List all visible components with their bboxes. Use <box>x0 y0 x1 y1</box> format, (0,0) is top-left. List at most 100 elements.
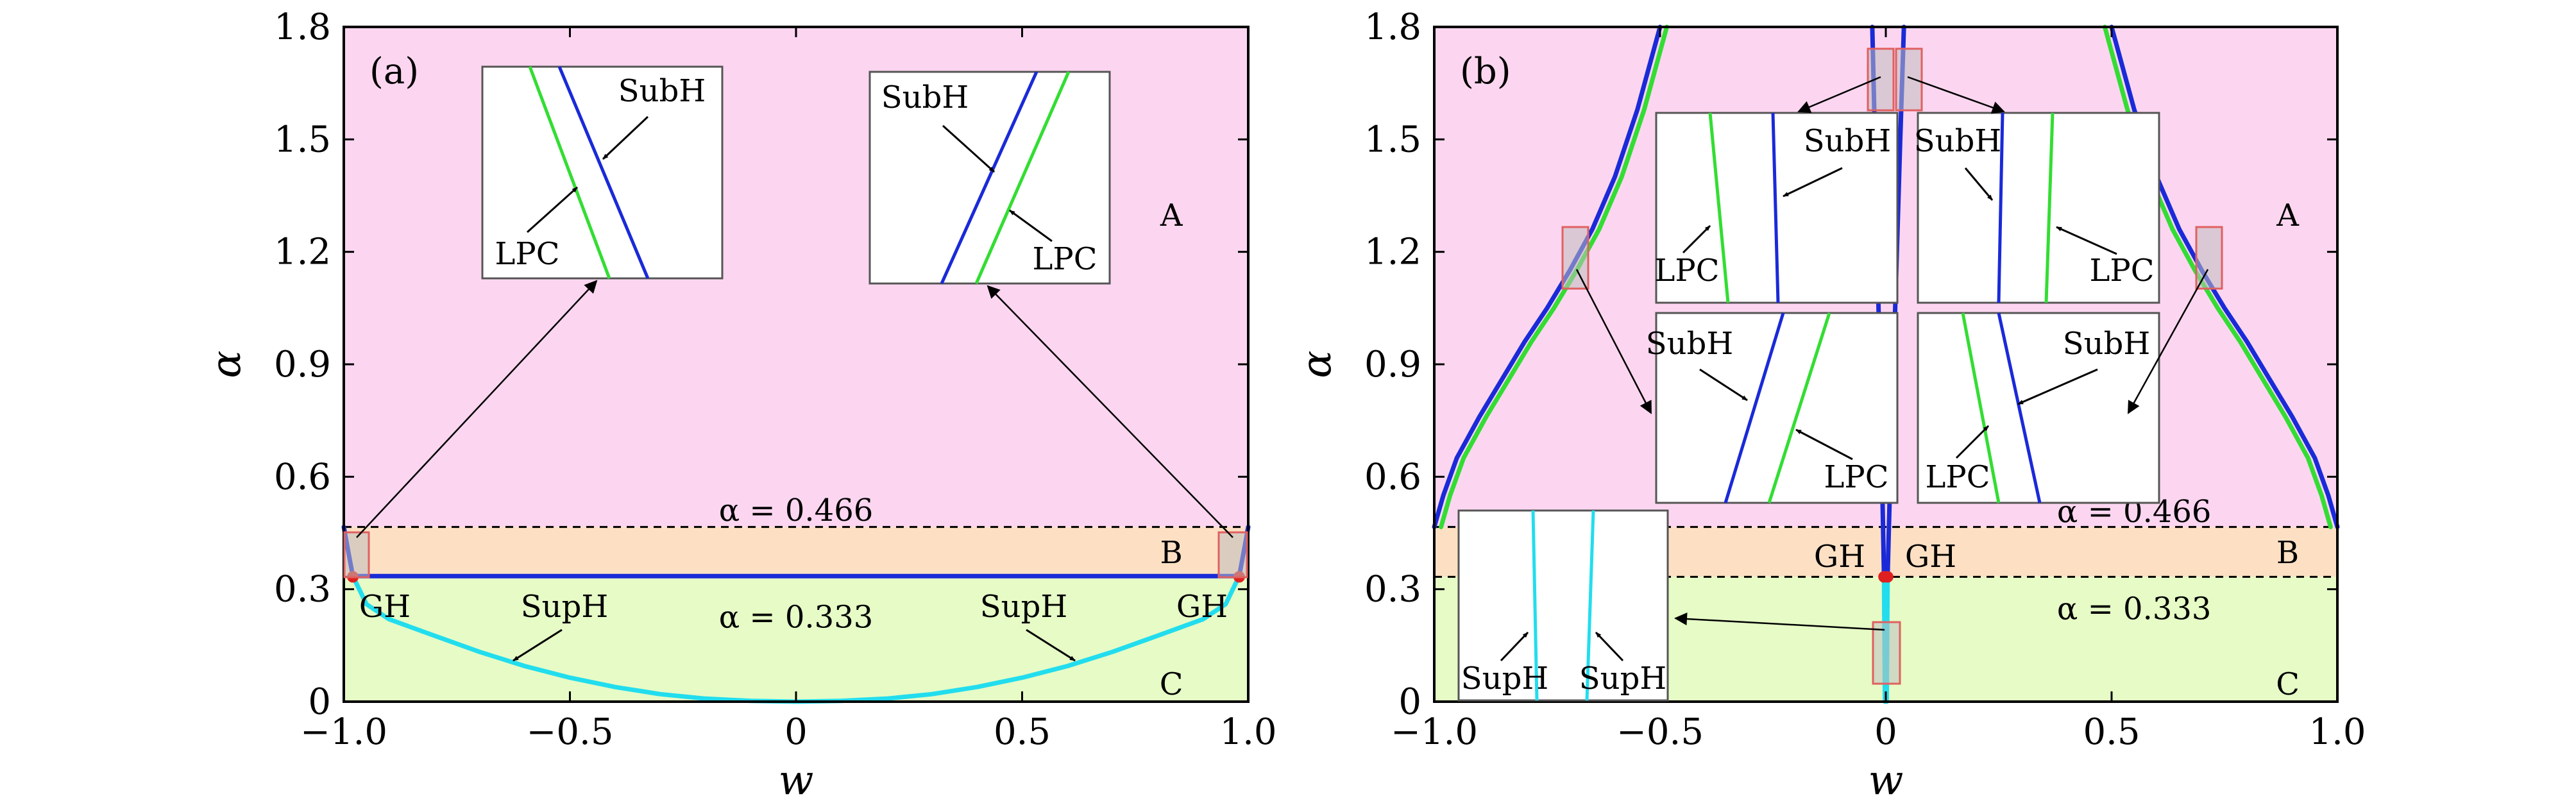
threshold-label: α = 0.333 <box>2057 591 2212 627</box>
annotation-arrow <box>1795 428 1853 461</box>
inset-suph-line <box>1531 510 1539 701</box>
x-tick-label: −1.0 <box>300 711 387 753</box>
inset-subh-line <box>1724 312 1785 503</box>
inset-label: SupH <box>1461 661 1548 697</box>
inset-lpc-line <box>2044 112 2055 303</box>
y-tick-label: 0.3 <box>1364 569 1421 611</box>
x-tick-label: 0.5 <box>2083 711 2140 753</box>
highlight-box <box>1867 47 1895 112</box>
inset-box <box>1917 312 2160 504</box>
inset-subh-line <box>1997 312 2042 503</box>
inset-suph-line <box>1585 510 1595 701</box>
y-tick-label: 0.6 <box>274 456 331 498</box>
panel-label: (b) <box>1460 51 1511 92</box>
panel-label: (a) <box>369 51 419 92</box>
inset-lpc-line <box>1961 312 2001 503</box>
x-tick-label: −1.0 <box>1391 711 1478 753</box>
inset-lpc-line <box>974 71 1071 284</box>
annotation-arrow <box>2056 226 2117 255</box>
inset-label: SubH <box>2063 326 2150 362</box>
annotation-arrow <box>1783 167 1843 198</box>
inset-lpc-line <box>1708 112 1730 303</box>
highlight-box <box>343 531 370 579</box>
annotation-arrow <box>513 629 563 662</box>
region-label-B: B <box>1160 535 1183 571</box>
inset-label: SubH <box>1804 123 1891 159</box>
annotation-arrow <box>1955 425 1990 459</box>
region-B <box>344 527 1248 577</box>
highlight-box <box>1895 47 1923 112</box>
x-axis-label: w <box>1868 757 1904 803</box>
annotation-arrow <box>942 124 996 173</box>
region-label-A: A <box>1160 198 1183 233</box>
region-C <box>344 577 1248 702</box>
region-A <box>344 27 1248 527</box>
y-tick-label: 0.9 <box>274 344 331 385</box>
x-tick-label: −0.5 <box>1616 711 1704 753</box>
y-tick-label: 0 <box>308 681 331 723</box>
annotation-arrow <box>1699 368 1748 402</box>
annotation-label: GH <box>1176 589 1228 625</box>
inset-label: SubH <box>618 73 706 109</box>
panel-b-annotations: GH GH LPC SubH SubH LPC SubH LPC SubH LPC SupH SupH <box>1457 47 2223 702</box>
annotation-arrow <box>2127 269 2209 414</box>
x-tick-label: 0 <box>1874 711 1897 753</box>
inset-subh-line <box>1997 112 2004 303</box>
region-label-C: C <box>2276 666 2300 702</box>
inset-label: LPC <box>1655 253 1720 289</box>
annotation-arrow <box>1682 224 1711 254</box>
y-tick-label: 1.5 <box>274 119 331 160</box>
inset-label: LPC <box>1033 241 1097 277</box>
x-axis-label: w <box>779 757 814 803</box>
annotation-label: SupH <box>980 589 1067 625</box>
highlight-box <box>1561 226 1589 290</box>
annotation-arrow <box>2017 368 2098 405</box>
annotation-label: GH <box>359 589 411 625</box>
x-tick-label: −0.5 <box>527 711 614 753</box>
x-tick-label: 1.0 <box>1219 711 1276 753</box>
annotation-arrow <box>1674 613 1885 631</box>
annotation-arrow <box>1964 167 1994 201</box>
inset-label: LPC <box>1926 459 1990 495</box>
gh-point <box>1881 571 1894 583</box>
y-tick-label: 0.3 <box>274 569 331 611</box>
inset-subh-line <box>1771 112 1780 303</box>
y-axis-label: α <box>1293 350 1341 378</box>
highlight-box <box>1217 531 1248 579</box>
annotation-label: GH <box>1814 539 1865 575</box>
y-tick-label: 1.8 <box>1364 6 1421 48</box>
inset-box <box>1655 312 1899 504</box>
annotation-arrow <box>1797 76 1881 114</box>
y-tick-label: 0.9 <box>1364 344 1421 385</box>
y-tick-label: 0 <box>1398 681 1421 723</box>
inset-label: LPC <box>2090 253 2155 289</box>
threshold-label: α = 0.333 <box>719 599 874 635</box>
threshold-label: α = 0.466 <box>719 493 874 528</box>
inset-label: LPC <box>1824 459 1889 495</box>
x-tick-label: 1.0 <box>2309 711 2366 753</box>
y-tick-label: 1.2 <box>274 232 331 273</box>
panel-a-annotations: GH SupH SupH GH SubH LPC SubH LPC <box>343 65 1248 662</box>
annotation-arrow <box>1500 631 1529 662</box>
x-tick-label: 0 <box>784 711 808 753</box>
chart-panel-1: −1.0 −0.5 0 0.5 1.0 0 0.3 0.6 0.9 1.2 1.5 1.8 w α (a) A… <box>203 6 1277 803</box>
annotation-arrow <box>987 285 1233 538</box>
inset-lpc-line <box>1767 312 1831 503</box>
inset-lpc-line <box>528 66 611 279</box>
annotation-arrow <box>526 186 579 233</box>
y-tick-label: 0.6 <box>1364 456 1421 498</box>
y-tick-label: 1.5 <box>1364 119 1421 160</box>
annotation-arrow <box>1907 76 2005 114</box>
annotation-arrow <box>1009 209 1053 242</box>
x-tick-label: 0.5 <box>994 711 1051 753</box>
annotation-arrow <box>1026 629 1076 662</box>
inset-label: SupH <box>1579 661 1666 697</box>
annotation-arrow <box>602 115 649 160</box>
highlight-box <box>1872 621 1901 685</box>
inset-label: SubH <box>1914 123 2001 159</box>
inset-box <box>1457 509 1669 702</box>
y-tick-label: 1.8 <box>274 6 331 48</box>
annotation-label: GH <box>1905 539 1956 575</box>
y-axis-label: α <box>203 350 250 378</box>
